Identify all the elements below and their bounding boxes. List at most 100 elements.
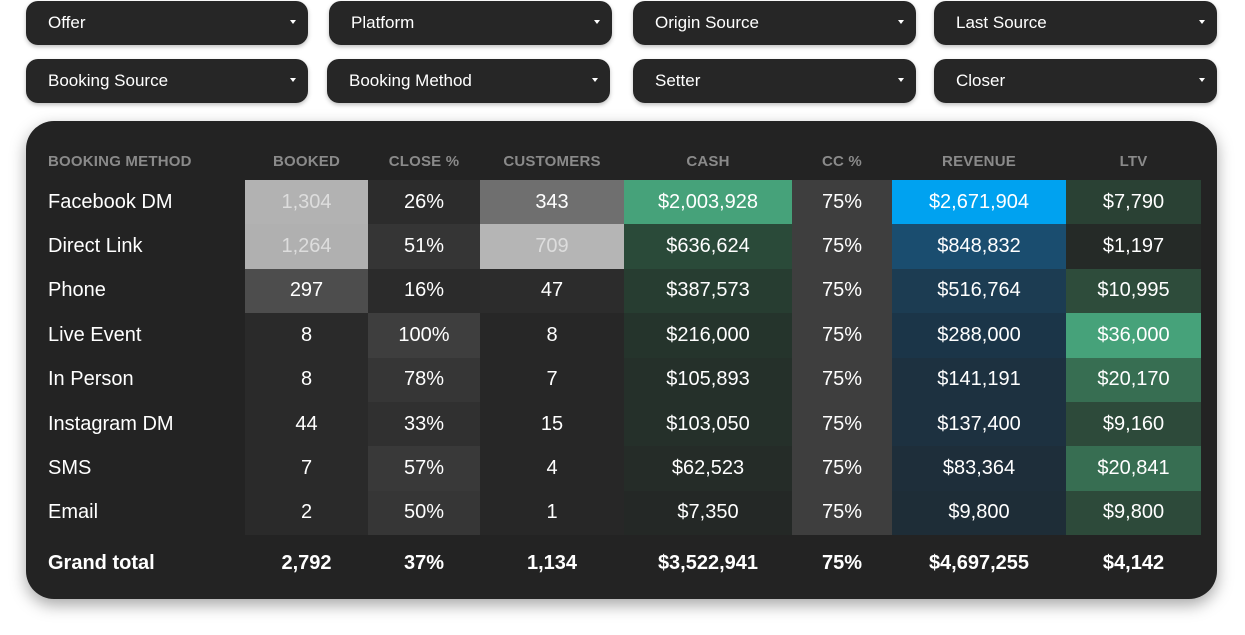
cell-cash: $216,000 xyxy=(624,313,792,358)
table-header-row: BOOKING METHOD BOOKED CLOSE % CUSTOMERS … xyxy=(39,143,1201,180)
header-close-pct[interactable]: CLOSE % xyxy=(388,153,460,170)
total-booked: 2,792 xyxy=(281,551,332,574)
table-row: SMS 7 57% 4 $62,523 75% $83,364 $20,841 xyxy=(39,446,1201,491)
cell-label: Phone xyxy=(48,279,106,302)
cell-booked: 44 xyxy=(245,401,368,447)
cell-label: Direct Link xyxy=(48,235,143,258)
booking-method-table: BOOKING METHOD BOOKED CLOSE % CUSTOMERS … xyxy=(39,143,1201,591)
cell-booked: 297 xyxy=(245,268,368,314)
chevron-down-icon xyxy=(290,20,296,24)
chevron-down-icon xyxy=(1199,78,1205,82)
cell-revenue: $288,000 xyxy=(892,313,1066,358)
booking-method-filter[interactable]: Booking Method xyxy=(327,59,610,103)
total-close-pct: 37% xyxy=(403,551,445,574)
header-booking-method[interactable]: BOOKING METHOD xyxy=(48,153,192,170)
cell-cc-pct: 75% xyxy=(792,268,892,314)
cell-ltv: $9,160 xyxy=(1066,401,1201,447)
cell-booked: 7 xyxy=(245,446,368,491)
cell-ltv: $10,995 xyxy=(1066,268,1201,314)
header-cc-pct[interactable]: CC % xyxy=(822,153,862,170)
cell-cc-pct: 75% xyxy=(792,313,892,358)
cell-ltv: $20,170 xyxy=(1066,357,1201,402)
cell-cc-pct: 75% xyxy=(792,357,892,402)
cell-cash: $7,350 xyxy=(624,490,792,536)
chevron-down-icon xyxy=(898,78,904,82)
cell-customers: 15 xyxy=(480,401,624,447)
total-cash: $3,522,941 xyxy=(657,551,759,574)
cell-label: Live Event xyxy=(48,323,142,346)
cell-cc-pct: 75% xyxy=(792,224,892,269)
chevron-down-icon xyxy=(592,78,598,82)
cell-close-pct: 100% xyxy=(368,313,480,358)
cell-label: Facebook DM xyxy=(48,190,173,213)
cell-revenue: $516,764 xyxy=(892,268,1066,314)
cell-customers: 1 xyxy=(480,490,624,536)
cell-cash: $62,523 xyxy=(624,446,792,491)
total-label: Grand total xyxy=(48,551,155,574)
table-row: In Person 8 78% 7 $105,893 75% $141,191 $20,170 xyxy=(39,357,1201,402)
cell-customers: 7 xyxy=(480,357,624,402)
chevron-down-icon xyxy=(290,78,296,82)
cell-customers: 47 xyxy=(480,268,624,314)
booking-source-filter-label: Booking Source xyxy=(48,71,169,90)
closer-filter[interactable]: Closer xyxy=(934,59,1217,103)
last-source-filter[interactable]: Last Source xyxy=(934,1,1217,45)
origin-source-filter[interactable]: Origin Source xyxy=(633,1,916,45)
booking-source-filter[interactable]: Booking Source xyxy=(26,59,308,103)
cell-booked: 8 xyxy=(245,357,368,402)
cell-close-pct: 57% xyxy=(368,446,480,491)
total-cc-pct: 75% xyxy=(821,551,863,574)
platform-filter[interactable]: Platform xyxy=(329,1,612,45)
cell-cash: $103,050 xyxy=(624,401,792,447)
cell-cash: $387,573 xyxy=(624,268,792,314)
cell-cc-pct: 75% xyxy=(792,401,892,447)
booking-method-table-panel: BOOKING METHOD BOOKED CLOSE % CUSTOMERS … xyxy=(26,121,1217,599)
table-row: Live Event 8 100% 8 $216,000 75% $288,000 $36,0… xyxy=(39,313,1201,358)
cell-cash: $105,893 xyxy=(624,357,792,402)
total-ltv: $4,142 xyxy=(1102,551,1165,574)
table-row: Facebook DM 1,304 26% 343 $2,003,928 75% $2,67… xyxy=(39,180,1201,225)
cell-label: In Person xyxy=(48,368,134,391)
cell-customers: 4 xyxy=(480,446,624,491)
cell-revenue: $141,191 xyxy=(892,357,1066,402)
header-ltv[interactable]: LTV xyxy=(1119,153,1148,170)
header-booked[interactable]: BOOKED xyxy=(272,153,341,170)
cell-customers: 8 xyxy=(480,313,624,358)
total-customers: 1,134 xyxy=(526,551,578,574)
last-source-filter-label: Last Source xyxy=(956,13,1047,32)
cell-cc-pct: 75% xyxy=(792,446,892,491)
origin-source-filter-label: Origin Source xyxy=(655,13,759,32)
header-cash[interactable]: CASH xyxy=(686,153,730,170)
offer-filter[interactable]: Offer xyxy=(26,1,308,45)
header-revenue[interactable]: REVENUE xyxy=(942,153,1016,170)
closer-filter-label: Closer xyxy=(956,71,1006,90)
setter-filter[interactable]: Setter xyxy=(633,59,916,103)
cell-close-pct: 33% xyxy=(368,401,480,447)
cell-booked: 8 xyxy=(245,313,368,358)
table-body: Facebook DM 1,304 26% 343 $2,003,928 75% $2,67… xyxy=(39,180,1201,591)
chevron-down-icon xyxy=(594,20,600,24)
cell-cash: $636,624 xyxy=(624,224,792,269)
cell-booked: 1,304 xyxy=(245,180,368,225)
cell-revenue: $83,364 xyxy=(892,446,1066,491)
booking-method-filter-label: Booking Method xyxy=(349,71,472,90)
cell-revenue: $137,400 xyxy=(892,401,1066,447)
cell-cc-pct: 75% xyxy=(792,180,892,225)
table-row: Phone 297 16% 47 $387,573 75% $516,764 $10,995 xyxy=(39,268,1201,314)
offer-filter-label: Offer xyxy=(48,13,86,32)
cell-label: Instagram DM xyxy=(48,412,174,435)
cell-close-pct: 51% xyxy=(368,224,480,269)
cell-label: SMS xyxy=(48,457,92,480)
header-customers[interactable]: CUSTOMERS xyxy=(503,153,601,170)
chevron-down-icon xyxy=(898,20,904,24)
table-row: Email 2 50% 1 $7,350 75% $9,800 $9,800 xyxy=(39,490,1201,536)
cell-close-pct: 78% xyxy=(368,357,480,402)
cell-cash: $2,003,928 xyxy=(624,180,792,225)
platform-filter-label: Platform xyxy=(351,13,415,32)
cell-booked: 2 xyxy=(245,490,368,536)
cell-ltv: $36,000 xyxy=(1066,313,1201,358)
cell-revenue: $848,832 xyxy=(892,224,1066,269)
grand-total-row: Grand total 2,792 37% 1,134 $3,522,941 75% $4,… xyxy=(39,535,1201,591)
setter-filter-label: Setter xyxy=(655,71,701,90)
cell-ltv: $1,197 xyxy=(1066,224,1201,269)
